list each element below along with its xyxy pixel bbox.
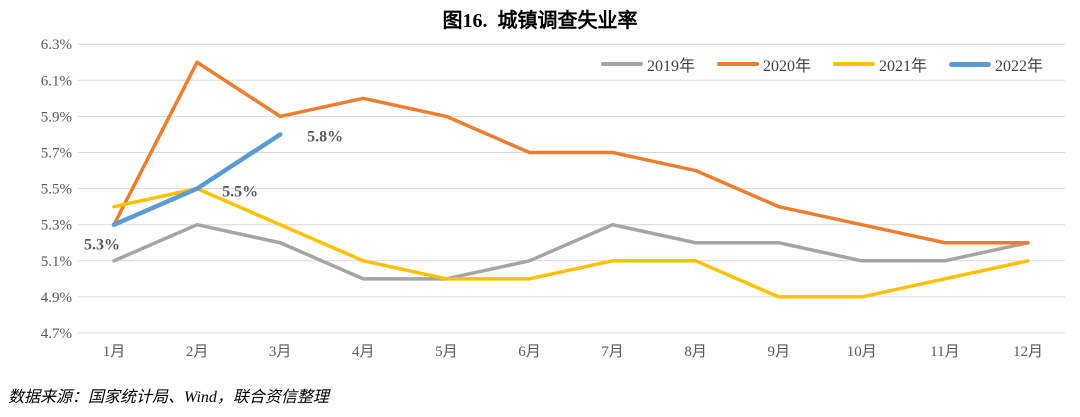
legend-label: 2022年 bbox=[994, 58, 1043, 75]
x-axis-month-label: 6月 bbox=[518, 344, 541, 360]
y-axis-tick-label: 6.3% bbox=[41, 37, 72, 53]
legend-item-2022年: 2022年 bbox=[948, 52, 1043, 76]
series-line-2020年 bbox=[112, 60, 1030, 245]
x-axis-month-label: 5月 bbox=[435, 344, 458, 360]
legend-swatch-icon bbox=[832, 62, 875, 66]
data-point-label: 5.8% bbox=[307, 128, 343, 145]
legend-item-2021年: 2021年 bbox=[832, 52, 927, 76]
data-source-note: 数据来源：国家统计局、Wind，联合资信整理 bbox=[8, 389, 329, 406]
x-axis-month-label: 2月 bbox=[186, 344, 209, 360]
legend-swatch-icon bbox=[716, 62, 759, 66]
legend-label: 2019年 bbox=[646, 58, 695, 75]
y-axis-tick-label: 5.1% bbox=[41, 254, 72, 270]
legend-swatch-icon bbox=[600, 62, 643, 66]
y-axis-tick-label: 5.9% bbox=[41, 109, 72, 125]
data-point-label: 5.5% bbox=[222, 184, 258, 201]
series-line-2021年 bbox=[112, 186, 1030, 299]
y-axis-tick-label: 5.7% bbox=[41, 146, 72, 162]
legend-label: 2021年 bbox=[878, 58, 927, 75]
x-axis-month-label: 8月 bbox=[684, 344, 707, 360]
x-axis-month-label: 1月 bbox=[103, 344, 126, 360]
y-axis-tick-label: 4.7% bbox=[41, 326, 72, 342]
x-axis-month-label: 11月 bbox=[930, 344, 959, 360]
legend-item-2019年: 2019年 bbox=[600, 52, 695, 76]
legend-swatch-icon bbox=[948, 61, 991, 67]
y-axis-tick-label: 6.1% bbox=[41, 73, 72, 89]
y-axis-tick-label: 4.9% bbox=[41, 290, 72, 306]
series-line-2019年 bbox=[112, 222, 1030, 281]
y-axis-tick-label: 5.3% bbox=[41, 218, 72, 234]
chart-legend: 2019年 2020年 2021年 2022年 bbox=[600, 52, 1043, 76]
series-line-2022年 bbox=[111, 132, 283, 227]
x-axis-month-label: 10月 bbox=[847, 344, 877, 360]
x-axis-month-label: 9月 bbox=[767, 344, 790, 360]
x-axis-month-label: 4月 bbox=[352, 344, 375, 360]
legend-label: 2020年 bbox=[762, 58, 811, 75]
y-axis-tick-label: 5.5% bbox=[41, 182, 72, 198]
chart-title: 图16. 城镇调查失业率 bbox=[442, 10, 638, 32]
x-axis-month-label: 7月 bbox=[601, 344, 624, 360]
legend-item-2020年: 2020年 bbox=[716, 52, 811, 76]
x-axis-month-label: 3月 bbox=[269, 344, 292, 360]
data-point-label: 5.3% bbox=[84, 237, 120, 254]
x-axis-month-label: 12月 bbox=[1013, 344, 1043, 360]
